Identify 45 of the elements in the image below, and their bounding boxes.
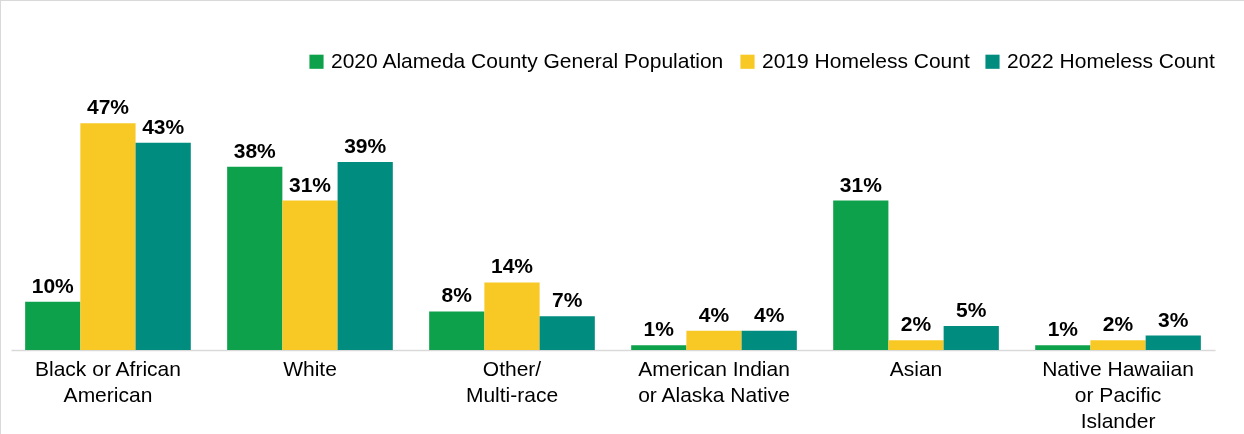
- data-label: 39%: [344, 133, 387, 157]
- data-label: 38%: [233, 138, 277, 162]
- x-tick-label: Asian: [889, 356, 943, 380]
- bar: [943, 325, 999, 350]
- data-label: 47%: [86, 95, 130, 119]
- x-tick-label: Native Hawaiian or Pacific Islander: [1042, 356, 1194, 432]
- data-label: 4%: [754, 302, 785, 326]
- data-label: 2%: [900, 312, 932, 336]
- bar: [686, 330, 742, 350]
- bar: [80, 123, 136, 350]
- bar: [888, 340, 944, 350]
- x-tick-label: Black or African American: [35, 356, 181, 406]
- bar: [337, 161, 393, 350]
- data-label: 43%: [142, 114, 185, 138]
- data-label: 10%: [31, 273, 75, 297]
- data-label: 31%: [288, 172, 332, 196]
- data-label: 2%: [1102, 312, 1134, 336]
- data-label: 5%: [956, 297, 987, 321]
- data-label: 31%: [839, 172, 883, 196]
- data-label: 14%: [490, 254, 534, 278]
- legend-label: 2019 Homeless Count: [762, 48, 970, 72]
- data-label: 1%: [1047, 317, 1079, 341]
- data-label: 4%: [698, 302, 730, 326]
- bar: [25, 301, 81, 350]
- legend-label: 2020 Alameda County General Population: [331, 48, 724, 72]
- data-label: 7%: [552, 288, 583, 312]
- x-tick-label: American Indian or Alaska Native: [638, 356, 790, 406]
- bar: [1090, 340, 1146, 350]
- data-label: 8%: [441, 283, 473, 307]
- bar: [631, 345, 687, 350]
- bar: [135, 142, 191, 350]
- data-label: 1%: [643, 317, 675, 341]
- bar: [484, 282, 540, 350]
- bar: [227, 166, 283, 350]
- bar: [539, 316, 595, 350]
- bar: [741, 330, 797, 350]
- bar: [282, 200, 338, 350]
- x-tick-label: White: [283, 356, 337, 380]
- legend-label: 2022 Homeless Count: [1007, 48, 1215, 72]
- bar: [833, 200, 889, 350]
- x-tick-label: Other/ Multi-race: [465, 356, 559, 406]
- bar: [429, 311, 485, 350]
- bar: [1035, 345, 1091, 350]
- data-label: 3%: [1158, 307, 1189, 331]
- bar: [1145, 335, 1201, 350]
